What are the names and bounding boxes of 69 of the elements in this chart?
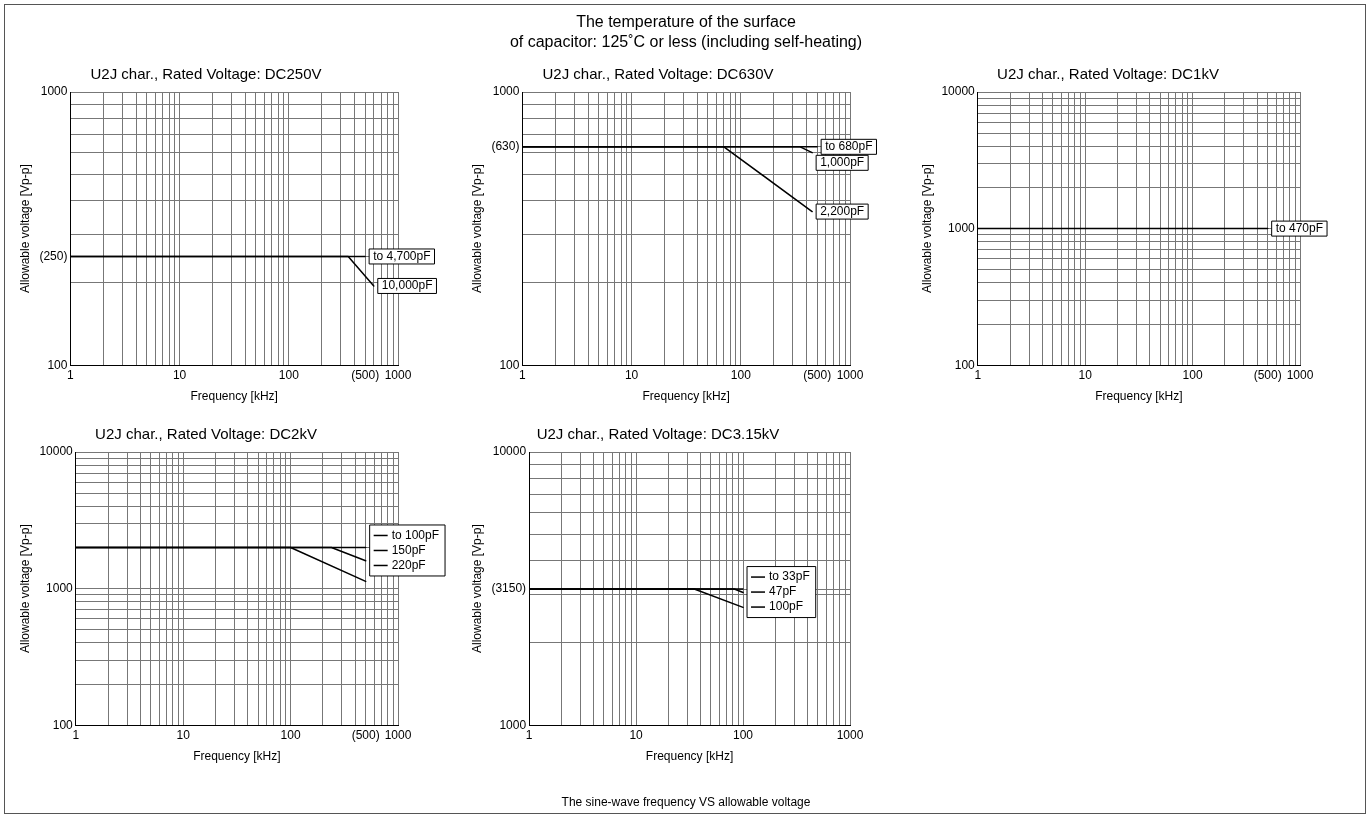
x-axis-title: Frequency [kHz] [190,389,278,404]
series-label: 2,200pF [820,203,865,218]
chart-title: U2J char., Rated Voltage: DC1kV [997,65,1219,83]
y-tick-label: 100 [52,717,74,732]
series-label: to 470pF [1275,220,1324,235]
legend-label: 220pF [391,557,426,572]
x-tick-label: 1000 [384,367,412,382]
y-axis-title: Allowable voltage [Vp-p] [17,164,32,293]
text: The temperature of the surface [575,12,797,32]
y-tick-label: 10000 [39,444,74,459]
y-tick-label: (630) [491,139,520,154]
chart-title: U2J char., Rated Voltage: DC250V [90,65,322,83]
x-tick-label: 1000 [384,727,412,742]
x-tick-label: 1 [525,727,533,742]
series-label: to 4,700pF [373,248,431,263]
legend-label: to 100pF [391,527,440,542]
x-axis-title: Frequency [kHz] [193,749,281,764]
y-axis-title: Allowable voltage [Vp-p] [469,524,484,653]
y-tick-label: (3150) [491,581,527,596]
legend-label: 1,000pF [820,155,865,170]
y-tick-label: 1000 [499,717,527,732]
series-label: 10,000pF [381,278,433,293]
x-tick-label: (500) [351,727,380,742]
chart-title: U2J char., Rated Voltage: DC630V [542,65,774,83]
y-tick-label: 10000 [941,84,976,99]
x-axis-title: Frequency [kHz] [645,749,734,764]
y-tick-label: 100 [499,357,520,372]
legend-label: 150pF [391,542,426,557]
x-tick-label: 10 [629,727,644,742]
y-axis-title: Allowable voltage [Vp-p] [469,164,484,293]
x-tick-label: 1 [519,367,527,382]
x-tick-label: (500) [351,367,380,382]
x-axis-title: Frequency [kHz] [1095,389,1183,404]
chart-title: U2J char., Rated Voltage: DC3.15kV [536,425,780,443]
x-tick-label: 1000 [836,367,864,382]
x-axis-title: Frequency [kHz] [642,389,730,404]
y-axis-title: Allowable voltage [Vp-p] [919,164,934,293]
y-tick-label: 1000 [40,84,68,99]
y-tick-label: 100 [47,357,68,372]
legend-label: 100pF [769,599,804,614]
y-tick-label: 1000 [46,580,74,595]
x-tick-label: 1 [72,727,80,742]
y-tick-label: (250) [39,248,68,263]
y-tick-label: 1000 [948,220,976,235]
x-tick-label: 100 [1182,367,1203,382]
y-tick-label: 10000 [492,444,527,459]
legend-label: 47pF [769,584,797,599]
x-tick-label: 1 [974,367,982,382]
x-tick-label: 10 [172,367,187,382]
x-tick-label: 10 [176,727,191,742]
y-axis-title: Allowable voltage [Vp-p] [17,524,32,653]
x-tick-label: 100 [730,367,752,382]
x-tick-label: 1 [67,367,75,382]
x-tick-label: 1000 [836,727,864,742]
text: of capacitor: 125˚C or less (including self-heating) [508,32,864,52]
text: The sine-wave frequency VS allowable voltage [560,795,812,809]
x-tick-label: 1000 [1286,367,1314,382]
x-tick-label: 10 [624,367,639,382]
x-tick-label: (500) [1253,367,1282,382]
chart-title: U2J char., Rated Voltage: DC2kV [95,425,317,443]
x-tick-label: 10 [1078,367,1093,382]
x-tick-label: (500) [803,367,832,382]
x-tick-label: 100 [280,727,301,742]
y-tick-label: 100 [954,357,976,372]
x-tick-label: 100 [733,727,754,742]
y-tick-label: 1000 [492,84,520,99]
legend-label: to 33pF [769,569,810,584]
series-label: to 680pF [825,139,873,154]
x-tick-label: 100 [278,367,300,382]
